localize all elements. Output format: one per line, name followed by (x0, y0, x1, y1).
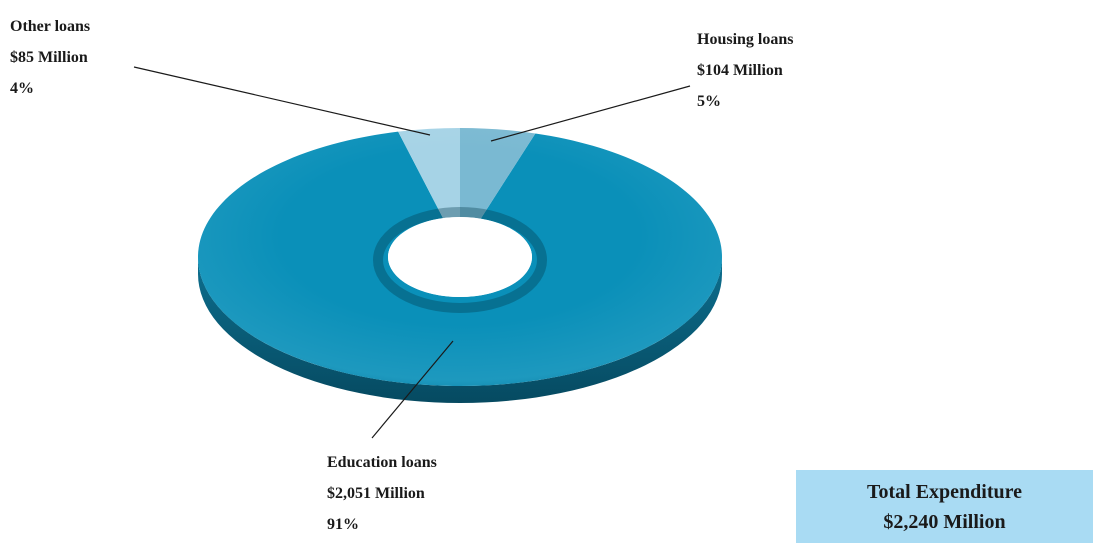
housing-loans-leader-line (490, 85, 691, 142)
education-loans-leader-line (371, 340, 454, 439)
housing-loans-percent-label: 5% (697, 93, 721, 110)
housing-loans-value-label: $104 Million (697, 62, 783, 79)
total-expenditure-title: Total Expenditure (866, 480, 1023, 503)
donut-hole (388, 217, 532, 297)
total-expenditure-value: $2,240 Million (883, 510, 1006, 533)
other-loans-percent-label: 4% (10, 80, 34, 97)
other-loans-name-label: Other loans (10, 18, 90, 35)
total-expenditure-box: Total Expenditure $2,240 Million (796, 470, 1093, 543)
housing-loans-name-label: Housing loans (697, 31, 793, 48)
other-loans-value-label: $85 Million (10, 49, 88, 66)
education-loans-name-label: Education loans (327, 454, 437, 471)
education-loans-percent-label: 91% (327, 516, 359, 533)
other-loans-leader-line (133, 66, 431, 136)
education-loans-value-label: $2,051 Million (327, 485, 425, 502)
